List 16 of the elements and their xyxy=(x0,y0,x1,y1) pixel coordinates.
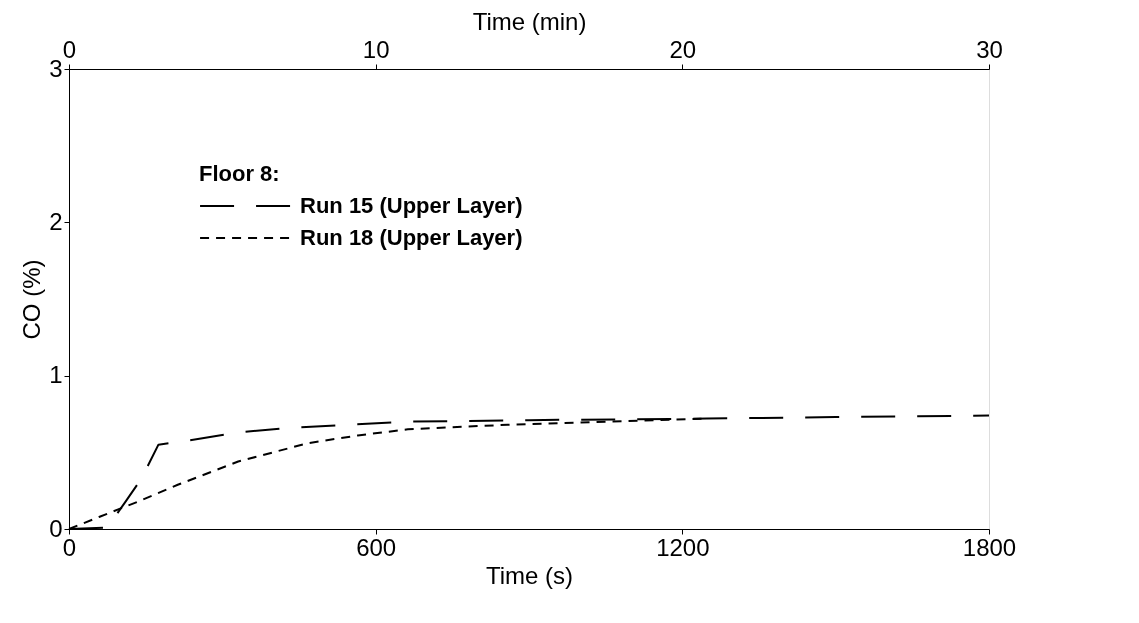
x-axis-title: Time (s) xyxy=(485,561,574,589)
x2-axis-title: Time (min) xyxy=(472,7,587,35)
x2-tick-label: 30 xyxy=(976,35,1003,63)
y-tick-label: 1 xyxy=(49,361,63,389)
x-tick-label: 600 xyxy=(356,533,397,561)
legend-title: Floor 8: xyxy=(199,161,280,186)
y-tick-label: 3 xyxy=(49,54,63,82)
x2-tick-label: 10 xyxy=(362,35,390,63)
x-tick-label: 1200 xyxy=(656,533,710,561)
y-axis-title: CO (%) xyxy=(18,259,46,340)
x2-tick-label: 20 xyxy=(669,35,697,63)
y-tick-label: 2 xyxy=(49,207,63,235)
legend-label: Run 18 (Upper Layer) xyxy=(300,225,523,250)
y-tick-label: 0 xyxy=(49,514,63,542)
x-tick-label: 1800 xyxy=(962,533,1017,561)
legend-label: Run 15 (Upper Layer) xyxy=(300,193,523,218)
